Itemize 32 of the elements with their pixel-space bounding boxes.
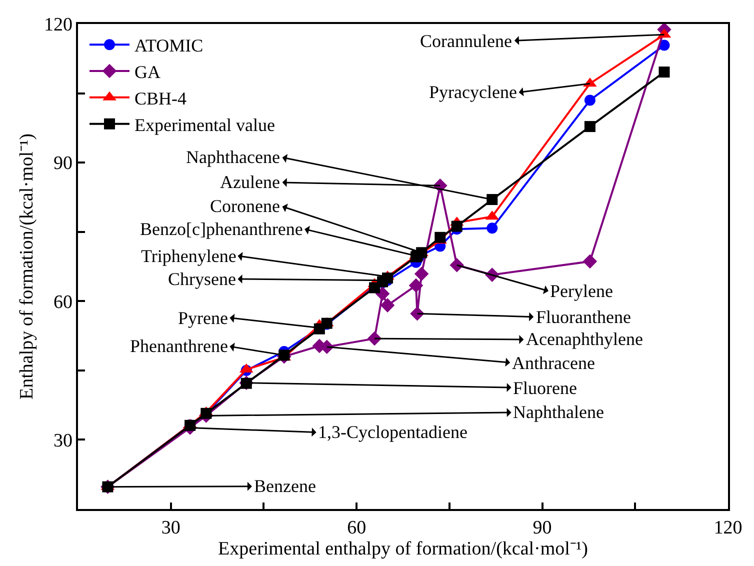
legend-label: Experimental value [134, 114, 275, 135]
legend-label: GA [134, 62, 160, 82]
y-tick-label: 90 [53, 153, 72, 174]
annotation: Azulene [220, 172, 280, 192]
annotation: Perylene [550, 281, 613, 301]
annotation: Triphenylene [141, 246, 236, 266]
annotation: Benzene [254, 476, 316, 496]
x-tick-label: 60 [347, 518, 366, 539]
x-tick-label: 30 [161, 518, 180, 539]
y-axis-title: Enthalpy of formation/(kcal·mol⁻¹) [16, 133, 38, 400]
annotation: Naphthacene [186, 147, 280, 167]
annotation: Fluoranthene [536, 307, 631, 327]
annotation: Acenaphthylene [526, 329, 643, 349]
y-tick-label: 120 [44, 14, 72, 36]
annotation: Fluorene [513, 378, 577, 398]
annotation: Chrysene [168, 269, 236, 289]
annotation: Phenanthrene [130, 336, 228, 356]
annotation: Coronene [210, 196, 280, 216]
annotation: 1,3-Cyclopentadiene [318, 422, 468, 442]
y-tick-label: 60 [53, 292, 72, 313]
annotation: Corannulene [420, 31, 512, 51]
x-axis-title: Experimental enthalpy of formation/(kcal·mol⁻¹) [218, 538, 588, 560]
x-tick-label: 90 [532, 518, 552, 539]
legend-label: CBH-4 [134, 88, 187, 108]
annotation: Anthracene [512, 353, 595, 373]
legend-label: ATOMIC [134, 36, 204, 56]
annotation: Pyrene [178, 308, 228, 328]
annotation: Benzo[c]phenanthrene [140, 219, 303, 239]
annotation: Pyracyclene [429, 82, 517, 102]
y-tick-label: 30 [53, 430, 72, 452]
x-tick-label: 120 [714, 518, 742, 539]
annotation: Naphthalene [513, 402, 604, 422]
